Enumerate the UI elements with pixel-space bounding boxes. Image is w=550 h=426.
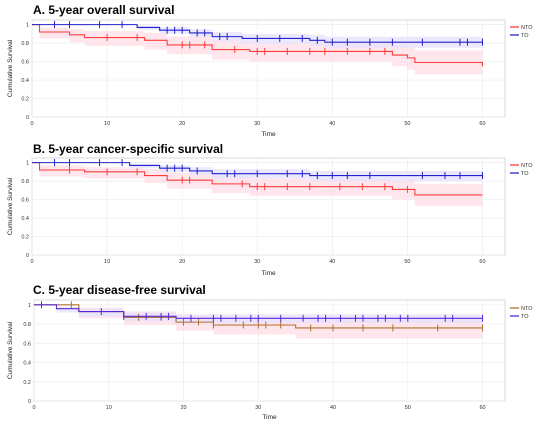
survival-line-to (32, 162, 483, 177)
y-tick-label: 1 (26, 23, 29, 29)
x-tick-label: 60 (480, 405, 486, 411)
x-tick-label: 20 (179, 259, 185, 265)
legend-label-to: TO (521, 33, 529, 39)
x-tick-label: 0 (30, 259, 33, 265)
x-tick-label: 30 (255, 405, 261, 411)
chart-title: A. 5-year overall survival (33, 3, 174, 17)
legend-label-to: TO (521, 171, 529, 177)
x-tick-label: 50 (405, 405, 411, 411)
y-tick-label: 1 (26, 161, 29, 167)
y-tick-label: 0.8 (21, 41, 29, 47)
y-tick-label: 0.8 (21, 179, 29, 185)
y-tick-label: 0 (26, 253, 29, 259)
x-tick-label: 40 (329, 121, 335, 127)
x-axis-label: Time (261, 131, 276, 138)
y-axis-label: Cumulative Survival (7, 177, 14, 235)
x-tick-label: 0 (32, 405, 35, 411)
y-tick-label: 0.4 (21, 216, 29, 222)
x-tick-label: 50 (404, 121, 410, 127)
y-tick-label: 0.4 (23, 361, 31, 367)
x-tick-label: 20 (180, 405, 186, 411)
survival-line-nto (32, 24, 484, 67)
x-tick-label: 10 (106, 405, 112, 411)
x-tick-label: 20 (179, 121, 185, 127)
x-tick-label: 0 (30, 121, 33, 127)
x-axis-label: Time (261, 270, 276, 277)
y-tick-label: 1 (28, 303, 31, 309)
x-tick-label: 40 (329, 259, 335, 265)
y-tick-label: 0.2 (21, 235, 29, 241)
y-tick-label: 0.2 (23, 380, 31, 386)
legend-label-nto: NTO (521, 306, 533, 312)
legend-label-to: TO (521, 314, 529, 320)
x-tick-label: 60 (479, 121, 485, 127)
y-tick-label: 0.6 (23, 341, 31, 347)
y-tick-label: 0.8 (23, 322, 31, 328)
x-tick-label: 60 (479, 259, 485, 265)
x-tick-label: 10 (104, 259, 110, 265)
y-axis-label: Cumulative Survival (7, 321, 14, 379)
x-tick-label: 40 (330, 405, 336, 411)
chart-title: B. 5-year cancer-specific survival (33, 142, 223, 156)
y-tick-label: 0.6 (21, 198, 29, 204)
y-tick-label: 0.6 (21, 60, 29, 66)
x-tick-label: 50 (404, 259, 410, 265)
y-axis-label: Cumulative Survival (7, 39, 14, 97)
y-tick-label: 0 (28, 399, 31, 405)
x-tick-label: 30 (254, 121, 260, 127)
chart-title: C. 5-year disease-free survival (33, 283, 206, 297)
x-axis-label: Time (262, 414, 277, 421)
x-tick-label: 10 (104, 121, 110, 127)
y-tick-label: 0 (26, 115, 29, 121)
y-tick-label: 0.2 (21, 97, 29, 103)
x-tick-label: 30 (254, 259, 260, 265)
y-tick-label: 0.4 (21, 78, 29, 84)
legend-label-nto: NTO (521, 163, 533, 169)
legend-label-nto: NTO (521, 25, 533, 31)
